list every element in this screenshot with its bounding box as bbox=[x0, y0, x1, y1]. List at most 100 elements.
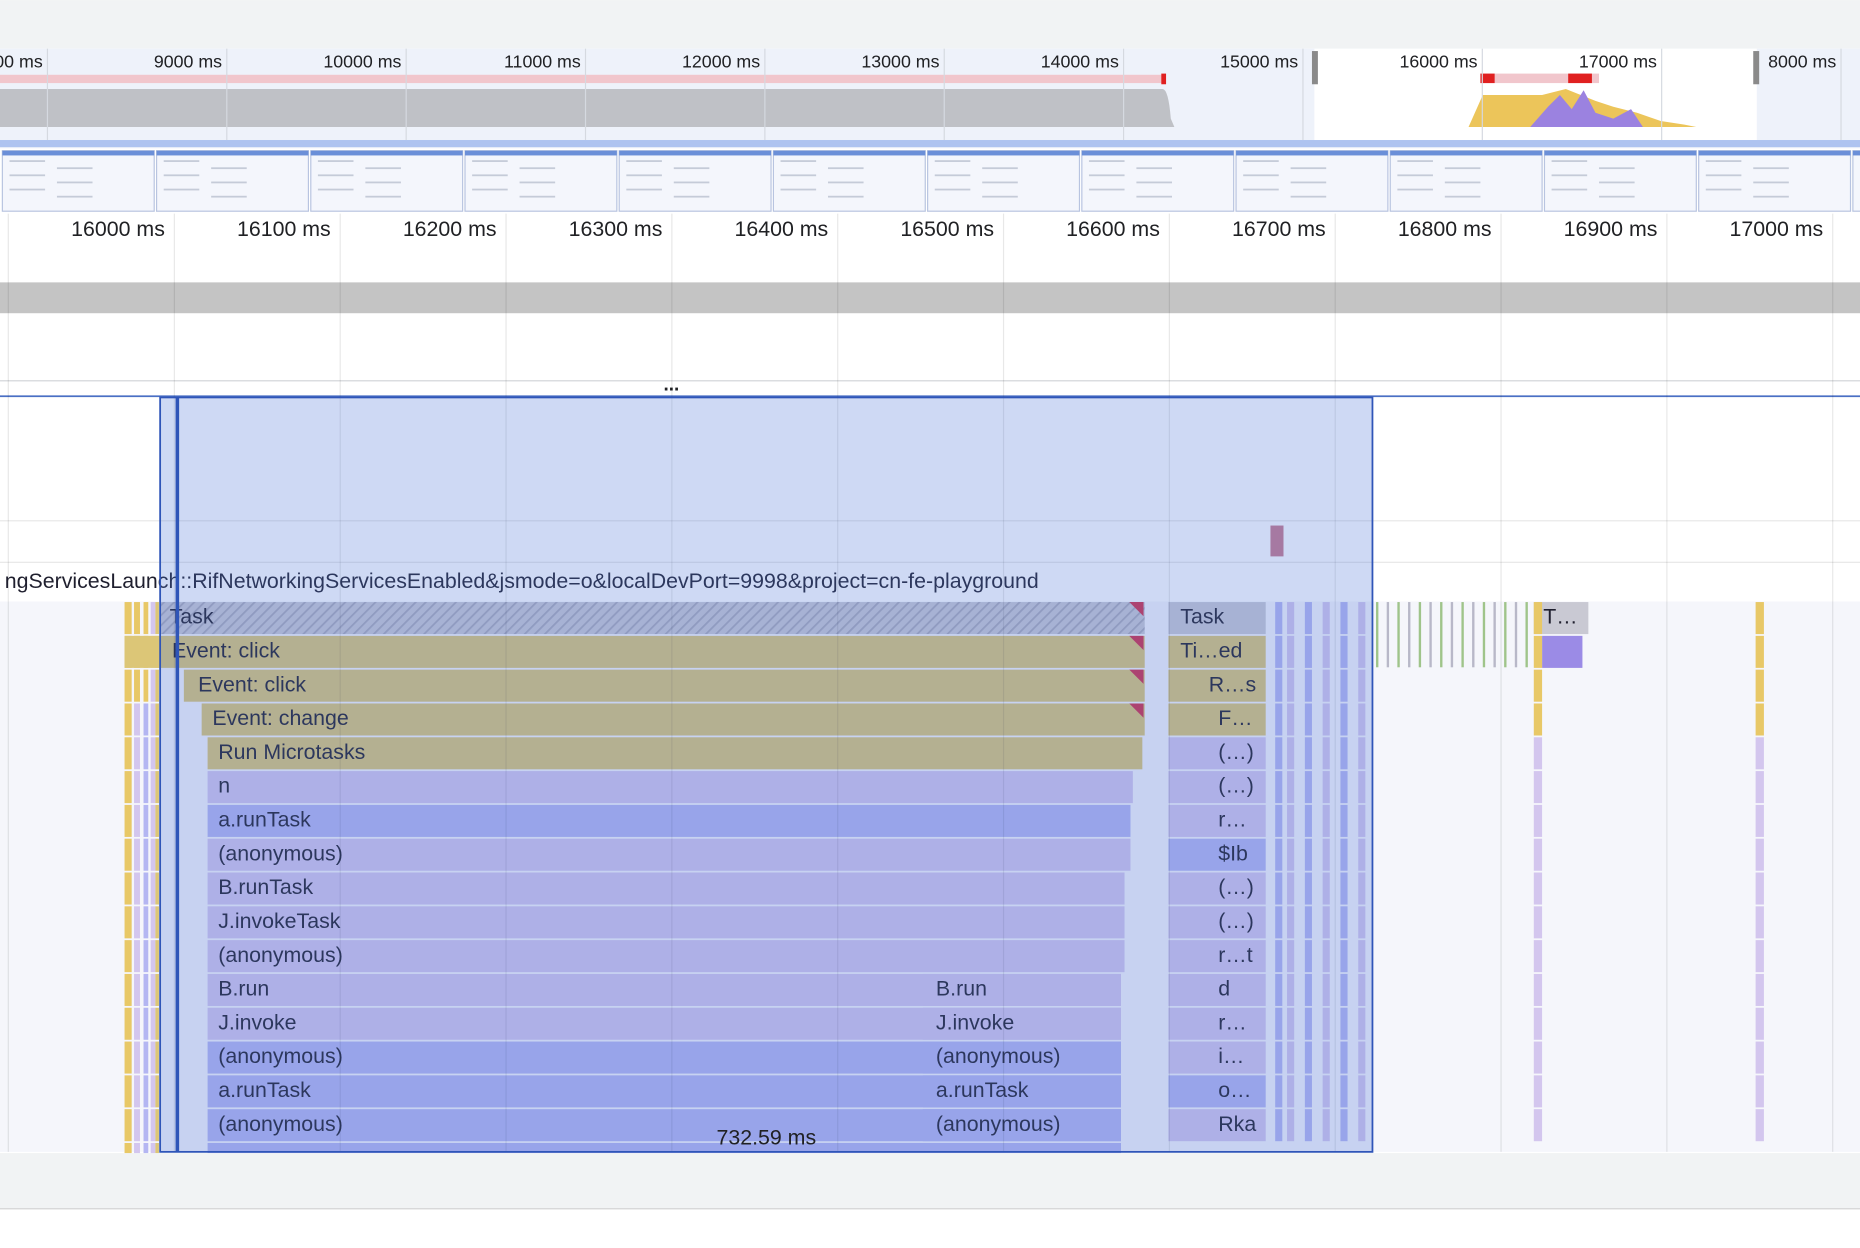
sliver bbox=[1482, 602, 1486, 668]
layout-shift bbox=[1270, 525, 1284, 557]
sliver bbox=[1287, 1109, 1295, 1142]
sliver bbox=[1358, 635, 1366, 668]
screenshot-header bbox=[465, 150, 617, 156]
sliver bbox=[150, 872, 156, 905]
sliver bbox=[143, 771, 149, 804]
sliver bbox=[143, 669, 149, 702]
overview-tick-label: 11000 ms bbox=[504, 52, 581, 72]
ruler-label: 16700 ms bbox=[1232, 217, 1326, 241]
sliver bbox=[1304, 703, 1312, 736]
flame-bar bbox=[1168, 602, 1266, 635]
sliver bbox=[1287, 906, 1295, 939]
sliver bbox=[150, 973, 156, 1006]
screenshot-header bbox=[2, 150, 155, 156]
screenshot-line bbox=[982, 181, 1018, 184]
screenshot-line bbox=[56, 167, 93, 170]
sliver bbox=[1275, 771, 1283, 804]
flame-bar bbox=[922, 1075, 1121, 1108]
flame-label: (anonymous) bbox=[218, 1044, 343, 1068]
flame-bar bbox=[201, 703, 1145, 736]
flame-label: (anonymous) bbox=[936, 1044, 1061, 1068]
screenshot bbox=[1235, 150, 1389, 212]
screenshot-header bbox=[1081, 150, 1234, 156]
resizer[interactable]: ... bbox=[663, 375, 679, 396]
sliver bbox=[1275, 940, 1283, 973]
screenshot-line bbox=[1705, 174, 1742, 177]
sliver bbox=[1322, 940, 1330, 973]
sliver bbox=[1287, 838, 1295, 871]
sliver bbox=[1322, 737, 1330, 770]
sliver bbox=[155, 1007, 159, 1040]
screenshot-line bbox=[827, 195, 864, 198]
sliver bbox=[1322, 973, 1330, 1006]
sliver bbox=[1358, 1007, 1366, 1040]
sliver bbox=[124, 940, 132, 973]
screenshot-line bbox=[56, 195, 93, 198]
ruler-label: 16100 ms bbox=[237, 217, 331, 241]
flame-label: Rka bbox=[1218, 1112, 1256, 1136]
screenshot-line bbox=[780, 160, 817, 162]
sliver bbox=[150, 804, 156, 837]
sliver bbox=[155, 973, 159, 1006]
screenshot bbox=[772, 150, 926, 212]
screenshot-line bbox=[1136, 181, 1172, 184]
flame-label: Event: click bbox=[198, 672, 306, 696]
sliver bbox=[1358, 906, 1366, 939]
sliver bbox=[143, 906, 149, 939]
flame-label: T… bbox=[1543, 605, 1577, 629]
sliver bbox=[143, 737, 149, 770]
sliver bbox=[1755, 872, 1764, 905]
sliver bbox=[155, 838, 159, 871]
sliver bbox=[124, 872, 132, 905]
overview-red bbox=[1568, 73, 1592, 84]
sliver bbox=[155, 1041, 159, 1074]
screenshot-line bbox=[1753, 195, 1789, 198]
grid bbox=[7, 213, 1834, 1152]
sliver bbox=[155, 737, 159, 770]
flame-label: J.invoke bbox=[936, 1010, 1014, 1034]
sliver bbox=[134, 703, 140, 736]
flame-label: Task bbox=[170, 605, 214, 629]
sliver bbox=[124, 602, 132, 635]
sliver bbox=[1275, 635, 1283, 668]
sliver bbox=[124, 669, 132, 702]
flame-bar bbox=[207, 737, 1143, 770]
screenshot-line bbox=[673, 167, 710, 170]
sliver bbox=[1287, 804, 1295, 837]
flame-label: R…s bbox=[1209, 672, 1256, 696]
sliver bbox=[1533, 804, 1543, 837]
sliver bbox=[1533, 635, 1543, 668]
sliver bbox=[1755, 771, 1764, 804]
flame-bar bbox=[1168, 804, 1266, 837]
sliver bbox=[150, 669, 156, 702]
sliver bbox=[1755, 838, 1764, 871]
screenshot-line bbox=[827, 181, 864, 184]
sliver bbox=[1533, 1109, 1543, 1142]
sliver bbox=[1358, 1109, 1366, 1142]
flame-bar bbox=[1168, 872, 1266, 905]
selection[interactable] bbox=[159, 396, 1374, 1153]
screenshot-line bbox=[982, 195, 1018, 198]
screenshot-line bbox=[626, 174, 662, 177]
screenshot-line bbox=[519, 195, 556, 198]
sliver bbox=[1322, 872, 1330, 905]
sliver bbox=[143, 703, 149, 736]
sliver bbox=[1275, 838, 1283, 871]
flame-bar bbox=[207, 771, 1133, 804]
window-handle[interactable] bbox=[1753, 51, 1760, 85]
sliver bbox=[1340, 635, 1348, 668]
screenshot-line bbox=[163, 160, 200, 162]
window-handle[interactable] bbox=[1311, 51, 1318, 85]
sliver bbox=[1755, 804, 1764, 837]
sliver bbox=[1304, 804, 1312, 837]
flame-label: Task bbox=[1180, 605, 1224, 629]
screenshot bbox=[1, 150, 155, 212]
sliver bbox=[1304, 940, 1312, 973]
overview-tick-label: 17000 ms bbox=[1579, 52, 1657, 72]
sliver bbox=[1340, 838, 1348, 871]
flame-bar bbox=[207, 804, 1131, 837]
flame-label: (…) bbox=[1218, 909, 1254, 933]
sliver bbox=[134, 838, 140, 871]
sliver bbox=[1304, 1007, 1312, 1040]
